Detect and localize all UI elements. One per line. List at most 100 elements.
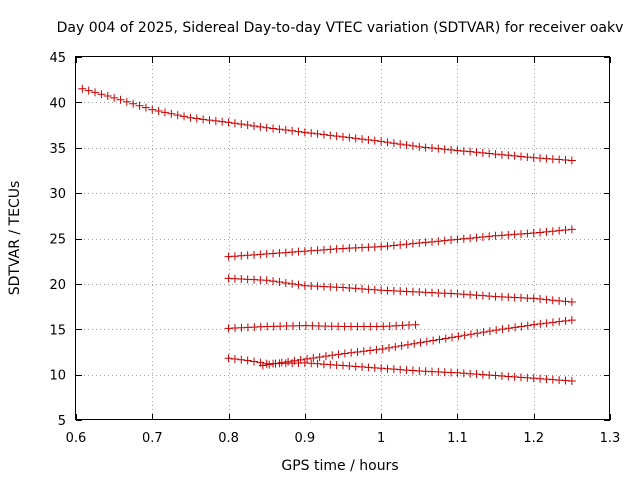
x-tick-label: 0.7: [142, 431, 163, 446]
data-point: [548, 227, 557, 236]
data-point: [296, 355, 305, 364]
data-point: [230, 119, 239, 128]
data-point: [173, 111, 182, 120]
data-point: [97, 90, 106, 99]
data-point: [284, 357, 293, 366]
data-point: [403, 340, 412, 349]
data-point: [237, 120, 246, 129]
data-point: [383, 242, 392, 251]
x-tick-label: 0.8: [218, 431, 239, 446]
data-point: [160, 108, 169, 117]
data-point: [288, 126, 297, 135]
data-point: [389, 139, 398, 148]
data-point: [530, 320, 539, 329]
data-point: [479, 328, 488, 337]
data-point: [250, 357, 258, 366]
data-point: [567, 225, 576, 234]
data-point: [567, 316, 576, 325]
data-point: [466, 234, 475, 243]
plot-frame: [75, 56, 610, 420]
data-point: [332, 132, 341, 141]
data-point: [429, 336, 438, 345]
data-point: [91, 88, 100, 97]
data-point: [326, 131, 335, 140]
data-point: [154, 106, 163, 115]
data-point: [366, 346, 375, 355]
data-point: [303, 354, 312, 363]
data-point: [536, 228, 545, 237]
data-point: [555, 317, 564, 326]
data-point: [262, 276, 271, 285]
data-point: [378, 344, 387, 353]
data-point: [561, 297, 570, 306]
data-point: [148, 105, 157, 114]
data-point: [315, 353, 324, 362]
series-track-2: [224, 225, 576, 261]
data-point: [491, 150, 500, 159]
data-point: [338, 132, 347, 141]
series-track-3: [224, 274, 576, 307]
data-point: [511, 323, 520, 332]
data-point: [141, 103, 150, 112]
data-point: [199, 115, 208, 124]
data-point: [517, 322, 526, 331]
data-point: [224, 354, 233, 363]
y-tick-label: 10: [49, 369, 66, 384]
data-point: [510, 151, 519, 160]
data-point: [415, 239, 424, 248]
data-point: [340, 349, 349, 358]
data-point: [265, 360, 274, 369]
data-point: [319, 130, 328, 139]
data-point: [466, 147, 475, 156]
y-axis-label: SDTVAR / TECUs: [7, 181, 23, 296]
data-point: [567, 156, 576, 165]
y-tick-label: 15: [49, 323, 66, 338]
data-point: [485, 232, 494, 241]
data-point: [536, 319, 545, 328]
y-tick-label: 40: [49, 96, 66, 111]
data-point: [504, 151, 513, 160]
data-point: [186, 113, 195, 122]
data-point: [453, 146, 462, 155]
data-point: [453, 235, 462, 244]
data-point: [353, 348, 362, 357]
data-point: [309, 353, 318, 362]
data-point: [262, 123, 271, 132]
data-point: [498, 325, 507, 334]
data-point: [447, 145, 456, 154]
data-point: [290, 356, 299, 365]
data-point: [396, 240, 405, 249]
axis-ticks: 0.6 0.7 0.8 0.9 1 1.1 1.2 1.3 5 10 15 20 25 30 35 40 45: [49, 51, 620, 446]
data-point: [548, 318, 557, 327]
series-track-1: [78, 84, 576, 165]
y-tick-label: 25: [49, 233, 66, 248]
data-point: [334, 350, 343, 359]
data-point: [370, 136, 379, 145]
x-tick-label: 0.6: [66, 431, 87, 446]
data-point: [211, 116, 220, 125]
data-point: [397, 341, 406, 350]
data-point: [440, 145, 449, 154]
data-point: [421, 238, 430, 247]
data-point: [435, 335, 444, 344]
data-point: [258, 361, 267, 370]
data-point: [561, 316, 570, 325]
data-point: [116, 95, 125, 104]
data-point: [396, 140, 405, 149]
data-point: [256, 122, 265, 131]
series-track-5: [224, 354, 576, 385]
data-point: [294, 280, 303, 289]
data-point: [78, 84, 87, 93]
data-point: [548, 296, 557, 305]
x-axis-label: GPS time / hours: [281, 458, 398, 474]
data-point: [205, 116, 214, 125]
data-point: [129, 99, 138, 108]
data-point: [567, 298, 576, 307]
data-point: [459, 147, 468, 156]
data-point: [454, 332, 463, 341]
y-tick-label: 30: [49, 187, 66, 202]
data-point: [103, 92, 112, 101]
data-point: [84, 86, 93, 95]
data-point: [466, 330, 475, 339]
data-point: [402, 240, 411, 249]
